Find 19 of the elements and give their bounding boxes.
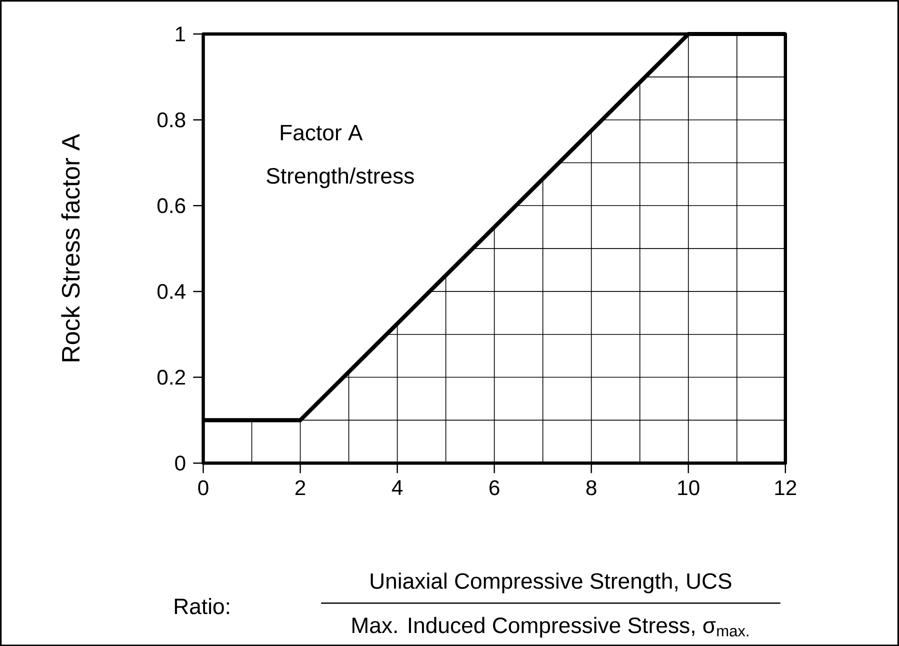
y-tick-label: 0.4 — [157, 284, 186, 299]
x-tick-label: 2 — [295, 480, 306, 495]
annotation: Factor A — [280, 124, 363, 140]
text: Uniaxial Compressive Strength, UCS — [370, 572, 732, 594]
x-tick-label: 10 — [678, 480, 700, 496]
text: Max. Induced Compressive Stress, σ$_{max.}$ — [352, 616, 748, 638]
x-tick-label: 6 — [490, 480, 500, 496]
x-axis-title: Ratio: — [174, 598, 229, 614]
x-tick-label: 4 — [392, 480, 403, 495]
x-tick-label: 12 — [775, 480, 796, 495]
x-tick-label: 8 — [586, 480, 596, 496]
y-tick-label: 1 — [176, 26, 186, 42]
y-tick-label: 0.6 — [157, 198, 186, 214]
y-axis-title: Rock Stress factor A — [61, 134, 80, 362]
y-tick-label: 0.2 — [157, 370, 185, 385]
annotation: Strength/stress — [266, 167, 414, 188]
y-tick-label: 0 — [175, 456, 186, 470]
y-tick-label: 0.8 — [157, 112, 186, 128]
x-tick-label: 0 — [198, 480, 208, 496]
